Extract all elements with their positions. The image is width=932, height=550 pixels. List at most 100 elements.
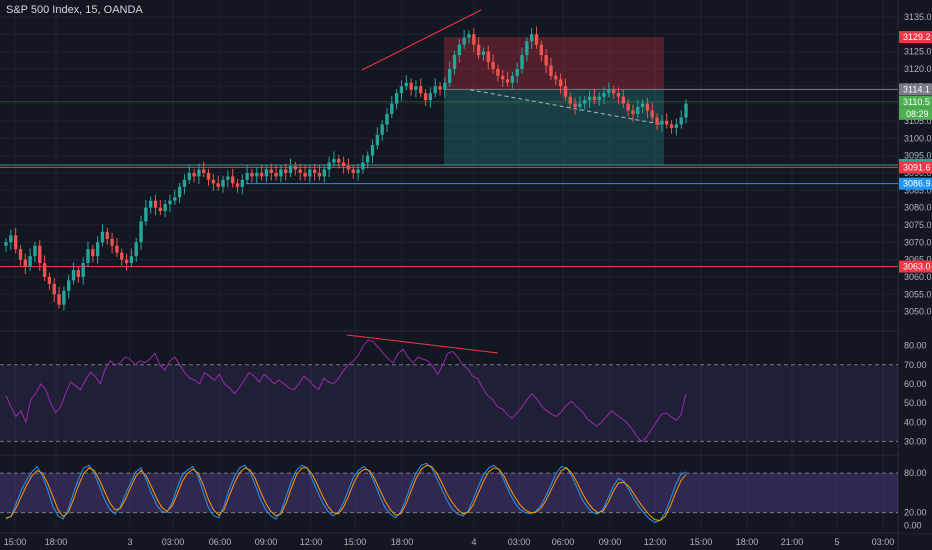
price-tick-label: 3065.0 <box>904 255 932 265</box>
trendline-rsi-top <box>346 334 499 354</box>
candle-body <box>95 242 100 257</box>
candle-body <box>23 259 27 267</box>
position-dashed-path <box>469 89 663 125</box>
candle-body <box>192 172 196 177</box>
candle-body <box>293 166 298 170</box>
time-tick-label: 15:00 <box>690 537 713 547</box>
candle-body <box>669 124 674 128</box>
candle-body <box>173 197 177 201</box>
candle-body <box>259 172 264 177</box>
candle-body <box>380 124 384 135</box>
candle-body <box>216 183 220 187</box>
candle-body <box>419 86 423 94</box>
time-tick-label: 5 <box>834 537 839 547</box>
candle-body <box>124 259 129 264</box>
candle-body <box>86 249 90 264</box>
price-candles[interactable] <box>4 26 688 311</box>
candle-body <box>153 200 158 208</box>
candle-body <box>221 179 225 187</box>
candle-body <box>308 169 312 177</box>
rsi-tick-label: 60.00 <box>904 379 927 389</box>
current-price-tag-bg <box>899 95 932 108</box>
candle-body <box>366 155 370 163</box>
candle-body <box>177 186 182 198</box>
candle-body <box>346 166 351 170</box>
price-tick-label: 3060.0 <box>904 272 932 282</box>
rsi-tick-label: 50.00 <box>904 398 927 408</box>
candle-body <box>356 169 360 173</box>
candle-body <box>457 44 462 56</box>
time-tick-label: 09:00 <box>599 537 622 547</box>
candle-body <box>129 256 134 264</box>
rsi-tick-label: 70.00 <box>904 360 927 370</box>
price-tick-label: 3050.0 <box>904 307 932 317</box>
candle-body <box>42 263 47 277</box>
candle-body <box>235 183 240 187</box>
candle-body <box>274 172 278 177</box>
price-tag: 3129.2 <box>903 32 931 42</box>
candle-body <box>226 176 230 180</box>
candle-body <box>134 242 138 257</box>
stochastic-band <box>0 473 898 513</box>
candle-body <box>139 221 143 243</box>
candle-body <box>534 34 539 45</box>
candle-body <box>168 200 172 205</box>
candle-body <box>250 172 254 177</box>
time-tick-label: 21:00 <box>781 537 804 547</box>
candle-body <box>13 235 18 250</box>
candle-body <box>616 93 621 97</box>
candle-body <box>120 252 124 260</box>
candle-body <box>71 270 76 281</box>
candle-body <box>62 290 66 305</box>
price-tick-label: 3080.0 <box>904 203 932 213</box>
price-tag-bg <box>899 31 932 44</box>
time-axis[interactable]: 15:00 18:00 3 03:00 06:00 09:00 12:00 15:00 18:0… <box>4 537 895 547</box>
candle-body <box>163 204 167 212</box>
price-tag-bg <box>899 83 932 96</box>
candle-body <box>611 89 616 94</box>
price-tick-label: 3085.0 <box>904 185 932 195</box>
price-tick-label: 3125.0 <box>904 47 932 57</box>
candle-body <box>539 44 544 56</box>
candle-body <box>501 75 505 80</box>
stochastic-tick-label: 0.00 <box>904 521 922 531</box>
candle-body <box>443 82 447 90</box>
rsi-pane[interactable] <box>0 339 898 443</box>
time-tick-label: 18:00 <box>45 537 68 547</box>
candle-body <box>327 162 331 170</box>
candle-body <box>626 103 630 111</box>
candle-body <box>481 51 486 56</box>
time-tick-label: 15:00 <box>4 537 27 547</box>
candle-body <box>491 62 495 69</box>
price-tick-label: 3100.0 <box>904 133 932 143</box>
price-axis[interactable]: 3135.03130.03125.03120.03115.03110.03105… <box>899 0 932 533</box>
candle-body <box>182 179 187 187</box>
horizontal-lines[interactable] <box>0 101 898 268</box>
candle-body <box>607 89 611 94</box>
candle-body <box>18 249 23 260</box>
line-price-tag-bg <box>899 177 932 190</box>
candle-body <box>351 169 355 173</box>
candle-body <box>645 103 650 111</box>
candle-body <box>110 238 114 246</box>
time-tick-label: 09:00 <box>255 537 278 547</box>
candle-body <box>438 86 442 90</box>
line-price-tag: 3091.6 <box>903 162 931 172</box>
line-price-tag: 3086.9 <box>903 179 931 189</box>
candle-body <box>602 93 606 97</box>
candle-body <box>563 86 568 97</box>
trendlines[interactable] <box>346 9 499 354</box>
candle-body <box>337 159 341 163</box>
candle-body <box>322 169 326 177</box>
candle-body <box>28 256 32 267</box>
stochastic-tick-label: 80.00 <box>904 468 927 478</box>
stochastic-d-line <box>5 464 687 522</box>
candle-body <box>33 245 37 257</box>
stochastic-pane[interactable] <box>0 462 898 523</box>
candle-body <box>264 169 269 177</box>
time-tick-label: 03:00 <box>872 537 895 547</box>
price-tick-label: 3070.0 <box>904 237 932 247</box>
line-price-tag: 3063.0 <box>903 262 931 272</box>
candle-body <box>448 68 452 83</box>
